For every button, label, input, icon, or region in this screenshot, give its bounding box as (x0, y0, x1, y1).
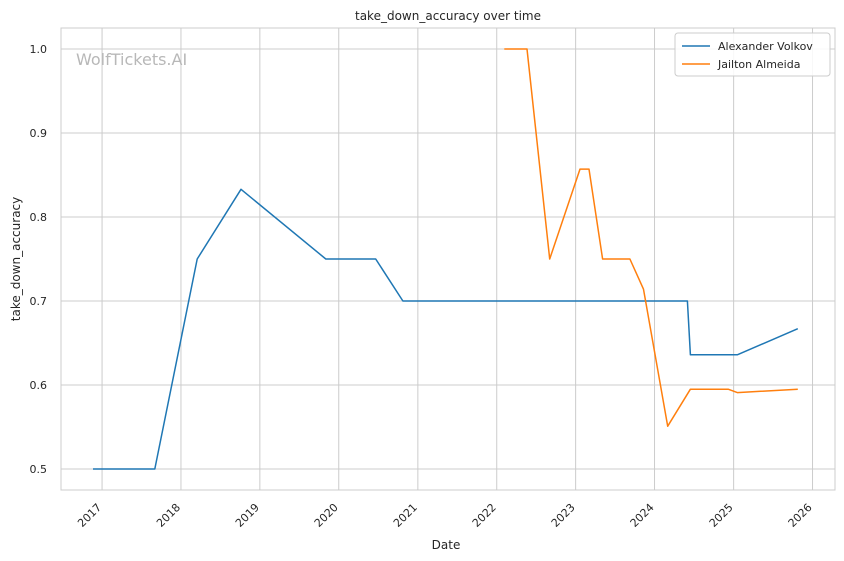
x-tick-label: 2021 (391, 501, 420, 530)
x-tick-label: 2026 (786, 501, 815, 530)
x-tick-label: 2023 (549, 501, 578, 530)
legend-label-alexander-volkov: Alexander Volkov (718, 40, 813, 53)
legend-box (674, 32, 831, 77)
series-line-alexander-volkov (93, 188, 799, 470)
y-tick-label: 0.6 (30, 379, 48, 392)
x-tick-label: 2019 (233, 501, 262, 530)
y-tick-label: 0.9 (30, 127, 48, 140)
y-tick-label: 0.8 (30, 211, 48, 224)
series-line-jailton-almeida (504, 48, 798, 427)
y-tick-label: 1.0 (30, 43, 48, 56)
x-tick-label: 2020 (312, 501, 341, 530)
series-layer (93, 48, 799, 470)
plot-area (60, 27, 836, 491)
x-tick-label: 2025 (707, 501, 736, 530)
x-tick-label: 2017 (75, 501, 104, 530)
legend-label-jailton-almeida: Jailton Almeida (717, 58, 800, 71)
y-axis-title: take_down_accuracy (9, 197, 23, 321)
x-tick-label: 2024 (628, 501, 657, 530)
y-axis-ticks: 0.5 0.6 0.7 0.8 0.9 1.0 (30, 43, 48, 476)
y-tick-label: 0.7 (30, 295, 48, 308)
watermark: WolfTickets.AI (76, 50, 187, 69)
x-tick-label: 2018 (154, 501, 183, 530)
y-tick-label: 0.5 (30, 463, 48, 476)
x-tick-label: 2022 (470, 501, 499, 530)
legend: Alexander Volkov Jailton Almeida (674, 32, 831, 77)
chart-title: take_down_accuracy over time (355, 9, 541, 23)
x-axis-title: Date (432, 538, 461, 552)
x-axis-ticks: 2017 2018 2019 2020 2021 2022 2023 2024 2025 2026 (75, 501, 814, 530)
